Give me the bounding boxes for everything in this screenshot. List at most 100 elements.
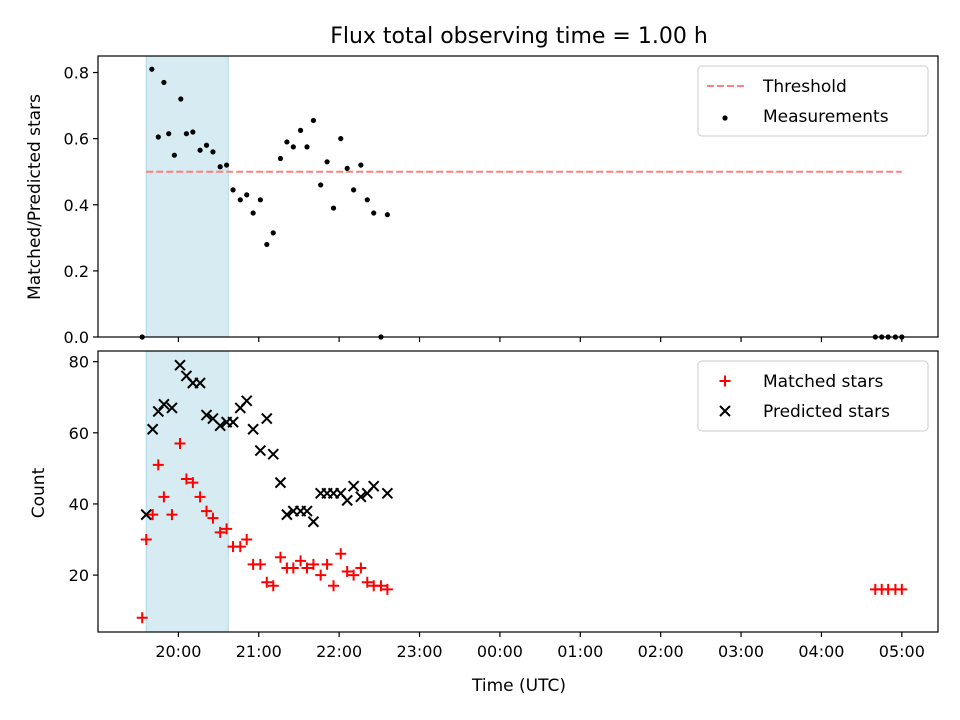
predicted-stars-point	[341, 494, 353, 507]
y-tick-label: 0.8	[64, 64, 89, 83]
predicted-stars-point	[194, 377, 206, 389]
measurement-point	[183, 131, 190, 137]
matched-stars-point	[180, 473, 192, 485]
matched-stars-point	[301, 562, 313, 574]
matched-stars-point	[361, 576, 373, 588]
matched-stars-point	[201, 505, 213, 517]
matched-stars-point	[147, 509, 159, 521]
predicted-stars-point	[274, 476, 287, 489]
measurement-point	[284, 139, 290, 145]
measurement-point	[364, 197, 370, 203]
matched-stars-point	[896, 583, 908, 595]
legend-label: Predicted stars	[763, 402, 890, 422]
measurement-point	[244, 192, 250, 198]
y-tick-label: 60	[69, 424, 89, 443]
x-tick-label: 20:00	[155, 642, 201, 661]
measurement-point	[197, 147, 203, 153]
measurement-point	[277, 155, 284, 162]
measurement-point	[338, 136, 344, 142]
matched-stars-point	[341, 566, 353, 578]
matched-stars-point	[335, 548, 347, 560]
measurement-point	[161, 79, 167, 86]
predicted-stars-point	[166, 402, 178, 414]
legend-label: Threshold	[762, 77, 847, 97]
legend-label: Measurements	[763, 107, 889, 127]
predicted-stars-point	[267, 448, 279, 460]
matched-stars-point	[307, 558, 319, 570]
matched-stars-point	[194, 491, 206, 503]
matched-stars-point	[152, 459, 164, 471]
predicted-stars-point	[158, 398, 170, 411]
matched-stars-point	[375, 580, 387, 592]
measurement-point	[149, 66, 155, 72]
predicted-stars-point	[368, 480, 380, 492]
predicted-stars-point	[241, 395, 253, 407]
measurement-point	[324, 159, 330, 165]
measurement-point	[230, 187, 236, 193]
legend-measurement-swatch	[722, 115, 728, 121]
y-tick-label: 0.0	[64, 328, 89, 347]
matched-stars-point	[321, 558, 333, 570]
matched-stars-point	[187, 477, 199, 489]
measurement-point	[237, 197, 243, 203]
predicted-stars-point	[200, 409, 213, 421]
y-tick-label: 0.2	[64, 262, 89, 281]
measurement-point	[171, 152, 177, 158]
measurement-point	[270, 230, 276, 236]
plot-frame	[97, 55, 939, 338]
figure-title: Flux total observing time = 1.00 h	[330, 24, 708, 49]
y-tick-label: 40	[69, 495, 89, 514]
matched-stars-point	[295, 555, 307, 567]
matched-stars-point	[207, 512, 219, 524]
matched-stars-point	[158, 491, 170, 503]
y-tick-label: 20	[69, 566, 89, 585]
predicted-stars-point	[261, 412, 273, 425]
matched-stars-point	[315, 569, 327, 581]
measurement-point	[330, 205, 337, 211]
predicted-stars-point	[174, 359, 186, 371]
predicted-stars-point	[254, 444, 267, 457]
measurement-point	[224, 162, 230, 168]
predicted-stars-point	[247, 423, 259, 435]
measurement-point	[166, 131, 172, 137]
x-tick-label: 02:00	[638, 642, 684, 661]
legend: Threshold Measurements	[697, 65, 929, 137]
measurement-point	[351, 187, 357, 193]
matched-stars-point	[174, 437, 186, 449]
legend-box	[697, 360, 929, 432]
y-tick-label: 0.6	[64, 130, 89, 149]
measurement-point	[210, 149, 216, 155]
x-tick-label: 21:00	[236, 642, 282, 661]
y-tick-label: 0.4	[64, 196, 89, 215]
measurement-point	[155, 134, 161, 140]
plot-frame	[97, 350, 939, 633]
predicted-stars-point	[152, 405, 164, 418]
measurement-point	[217, 164, 223, 170]
predicted-stars-point	[347, 480, 360, 492]
predicted-stars-point	[381, 487, 394, 499]
measurement-point	[257, 197, 263, 203]
predicted-stars-point	[140, 508, 152, 521]
matched-stars-point	[274, 551, 286, 563]
matched-stars-point	[136, 612, 148, 624]
matched-stars-point	[261, 576, 273, 588]
matched-stars-point	[328, 580, 340, 592]
matched-stars-point	[267, 580, 279, 592]
measurement-point	[318, 182, 324, 188]
x-tick-label: 04:00	[798, 642, 844, 661]
x-tick-label: 03:00	[718, 642, 764, 661]
x-tick-label: 00:00	[477, 642, 523, 661]
legend-label: Matched stars	[763, 372, 883, 392]
predicted-stars-point	[227, 416, 239, 428]
matched-stars-point	[355, 562, 367, 574]
measurement-point	[384, 212, 390, 218]
legend-predicted-swatch	[719, 405, 731, 417]
predicted-stars-point	[307, 516, 320, 528]
matched-stars-point	[234, 541, 246, 553]
measurement-point	[190, 129, 196, 135]
predicted-stars-point	[355, 491, 367, 503]
y-tick-label: 80	[69, 353, 89, 372]
measurement-point	[250, 210, 256, 216]
legend: Matched stars Predicted stars	[697, 360, 929, 432]
